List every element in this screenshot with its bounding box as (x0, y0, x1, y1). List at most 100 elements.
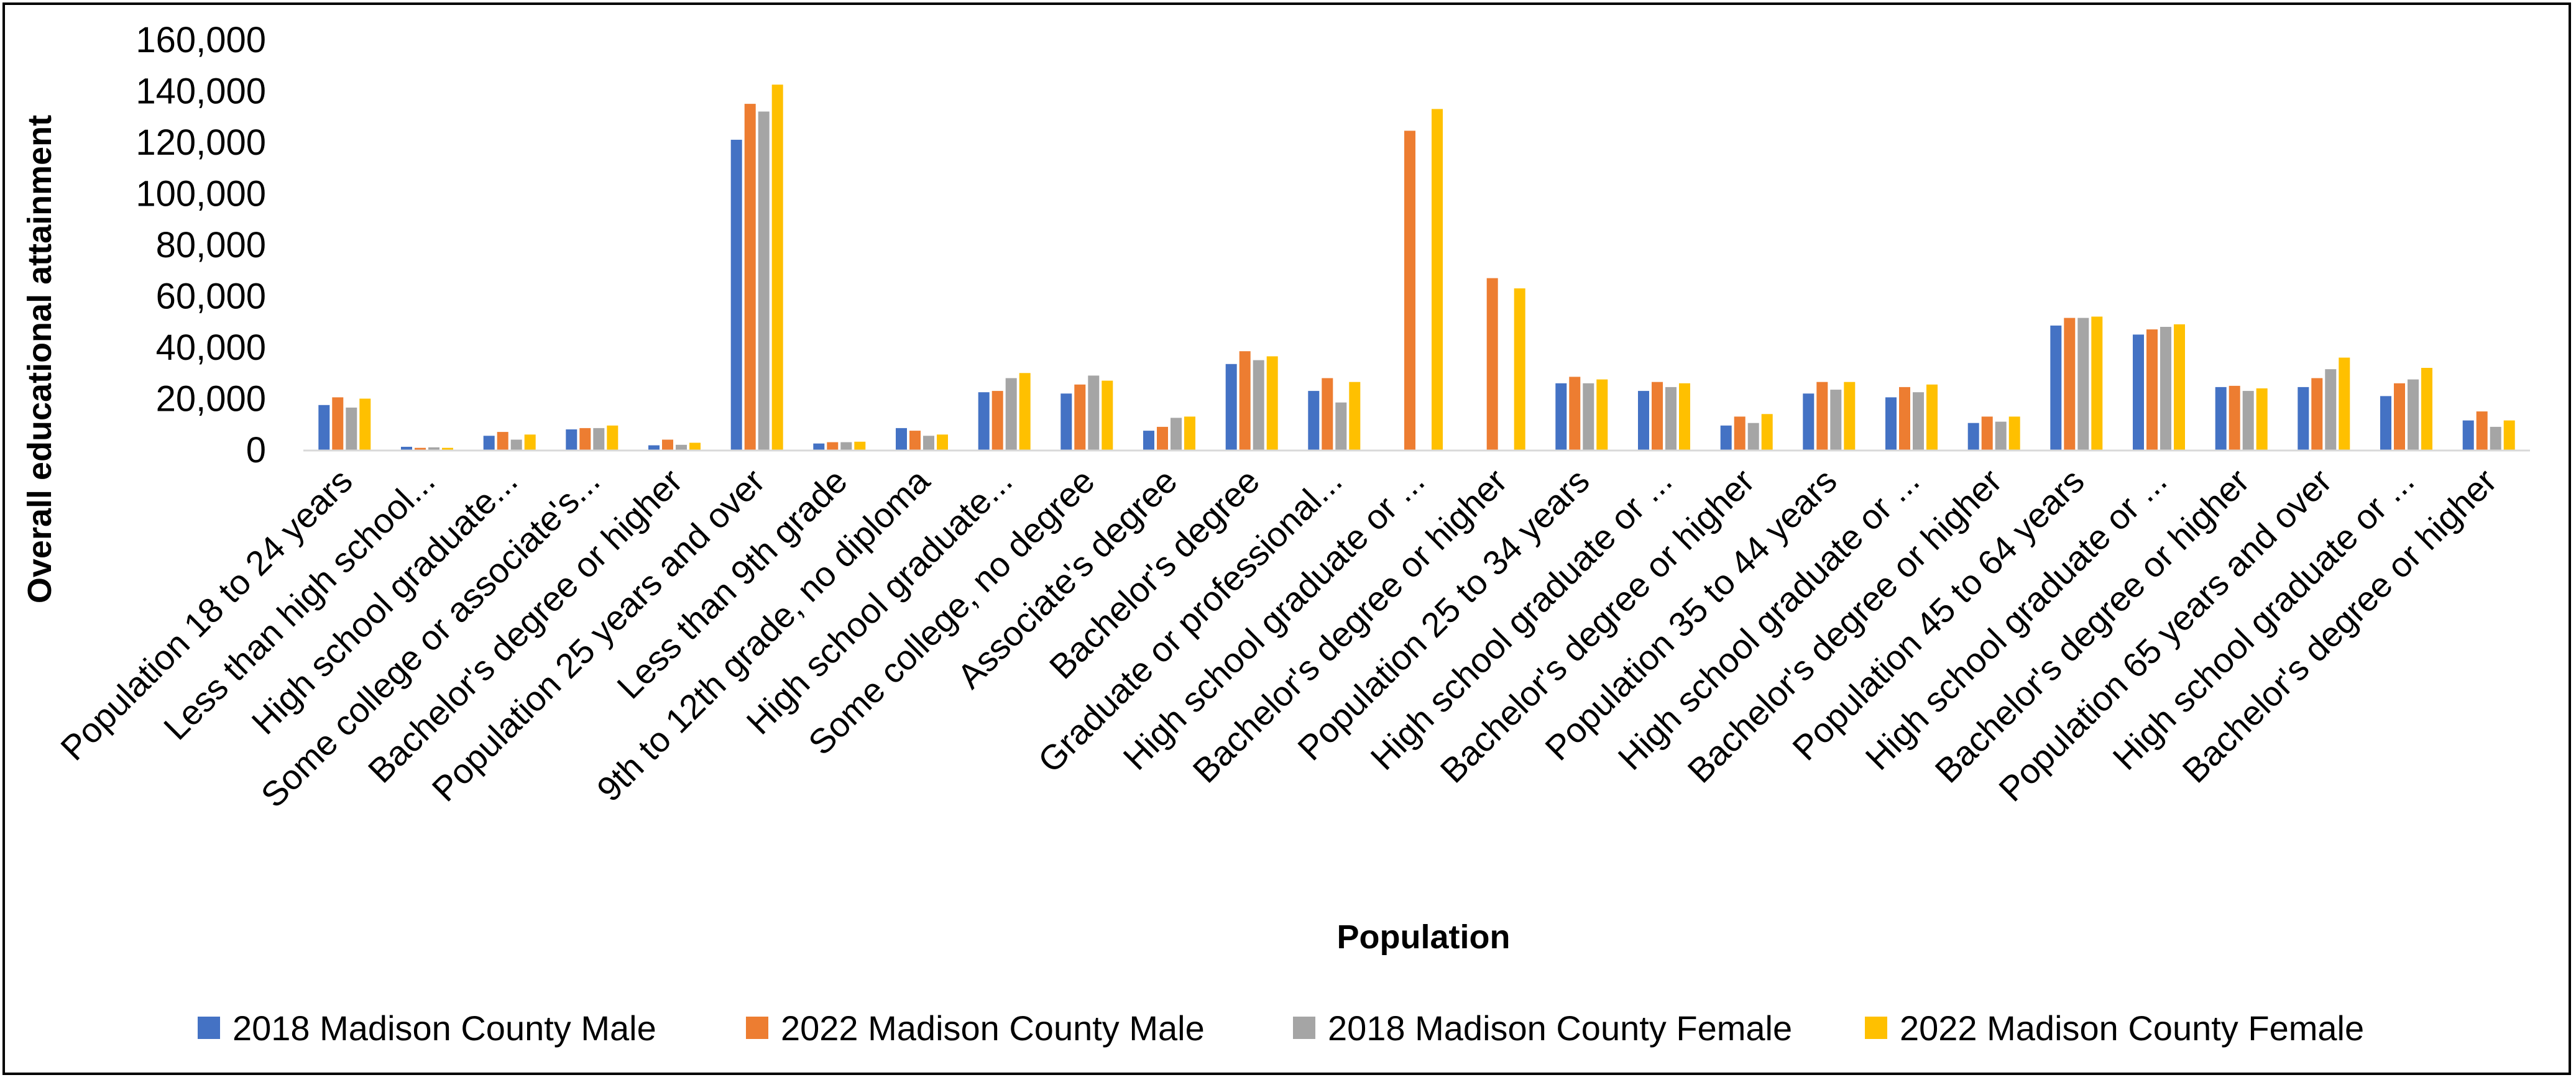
bar (2229, 385, 2240, 450)
bar (1885, 397, 1897, 450)
bar (1761, 414, 1773, 451)
bar (332, 397, 344, 450)
legend-swatch (198, 1017, 220, 1039)
bar (2133, 334, 2144, 450)
y-tick-label: 60,000 (156, 277, 266, 317)
bar (1349, 382, 1361, 450)
bar (1926, 384, 1938, 450)
y-tick-label: 140,000 (136, 71, 266, 112)
bar (1404, 130, 1415, 450)
bar (442, 447, 453, 450)
bar (1720, 425, 1732, 450)
bar (771, 85, 783, 450)
bar (2325, 369, 2337, 450)
bar (1844, 382, 1856, 450)
bar (923, 436, 934, 450)
bar (2091, 316, 2103, 450)
bar (510, 439, 522, 450)
bar (579, 428, 591, 450)
y-axis-tick-labels: 0 20,000 40,000 60,000 80,000 100,000 120,000 1… (136, 20, 266, 470)
legend: 2018 Madison County Male 2022 Madison Cou… (198, 1009, 2364, 1048)
bar (2242, 391, 2254, 450)
bar (896, 428, 907, 450)
y-tick-label: 100,000 (136, 174, 266, 214)
bar (2215, 387, 2227, 450)
y-axis-title: Overall educational attainment (21, 115, 58, 603)
x-axis-title: Population (1337, 918, 1511, 956)
bar (483, 436, 495, 450)
bar (1913, 392, 1924, 450)
bar (2008, 416, 2020, 450)
bar (607, 425, 619, 450)
bar (813, 443, 825, 450)
legend-item: 2018 Madison County Female (1293, 1009, 1792, 1048)
bar (593, 428, 605, 450)
bar (1005, 378, 1017, 450)
bar (1555, 383, 1567, 451)
bar (1184, 416, 1195, 450)
bars (318, 85, 2515, 451)
bar (2394, 383, 2405, 451)
bar (978, 392, 990, 450)
bar (1239, 351, 1251, 450)
legend-label: 2022 Madison County Female (1900, 1009, 2364, 1048)
bar (648, 445, 660, 450)
bar (2146, 329, 2158, 450)
legend-item: 2022 Madison County Male (746, 1009, 1205, 1048)
bar (1652, 382, 1663, 450)
bar (1074, 384, 1086, 450)
bar (401, 447, 412, 450)
legend-swatch (1865, 1017, 1887, 1039)
bar (1060, 393, 1072, 451)
bar (1171, 418, 1182, 450)
bar (1967, 423, 1979, 450)
bar (2298, 387, 2309, 450)
bar (2311, 378, 2323, 450)
bar (1747, 423, 1759, 450)
bar (1803, 393, 1815, 451)
y-tick-label: 0 (246, 430, 266, 470)
y-tick-label: 20,000 (156, 379, 266, 419)
bar (1253, 360, 1264, 450)
bar (1157, 426, 1168, 450)
y-tick-label: 40,000 (156, 327, 266, 368)
bar (1432, 109, 1443, 450)
legend-swatch (746, 1017, 768, 1039)
bar (318, 405, 330, 450)
bar (1335, 402, 1347, 450)
bar (744, 104, 756, 451)
bar (2503, 420, 2515, 450)
y-tick-label: 160,000 (136, 20, 266, 60)
legend-item: 2018 Madison County Male (198, 1009, 656, 1048)
bar (359, 398, 371, 450)
bar (2174, 324, 2185, 450)
bar (428, 447, 439, 450)
y-tick-label: 120,000 (136, 122, 266, 163)
bar (1225, 364, 1237, 450)
bar (497, 432, 508, 450)
bar (827, 442, 839, 450)
bar (2050, 325, 2062, 450)
legend-swatch (1293, 1017, 1315, 1039)
bar (1899, 387, 1910, 450)
bar (1981, 416, 1993, 450)
bar (1143, 431, 1154, 450)
bar (524, 434, 536, 451)
bar (1088, 375, 1100, 450)
bar (730, 139, 742, 450)
bar (1514, 288, 1525, 450)
bar (1995, 421, 2007, 450)
bar (1266, 356, 1278, 450)
bar (1830, 390, 1842, 450)
legend-label: 2022 Madison County Male (781, 1009, 1205, 1048)
legend-label: 2018 Madison County Female (1328, 1009, 1792, 1048)
bar (2408, 379, 2419, 450)
bar (1638, 391, 1649, 450)
bar (937, 434, 948, 451)
bar (346, 407, 357, 450)
bar (2160, 327, 2171, 450)
bar (689, 442, 701, 450)
